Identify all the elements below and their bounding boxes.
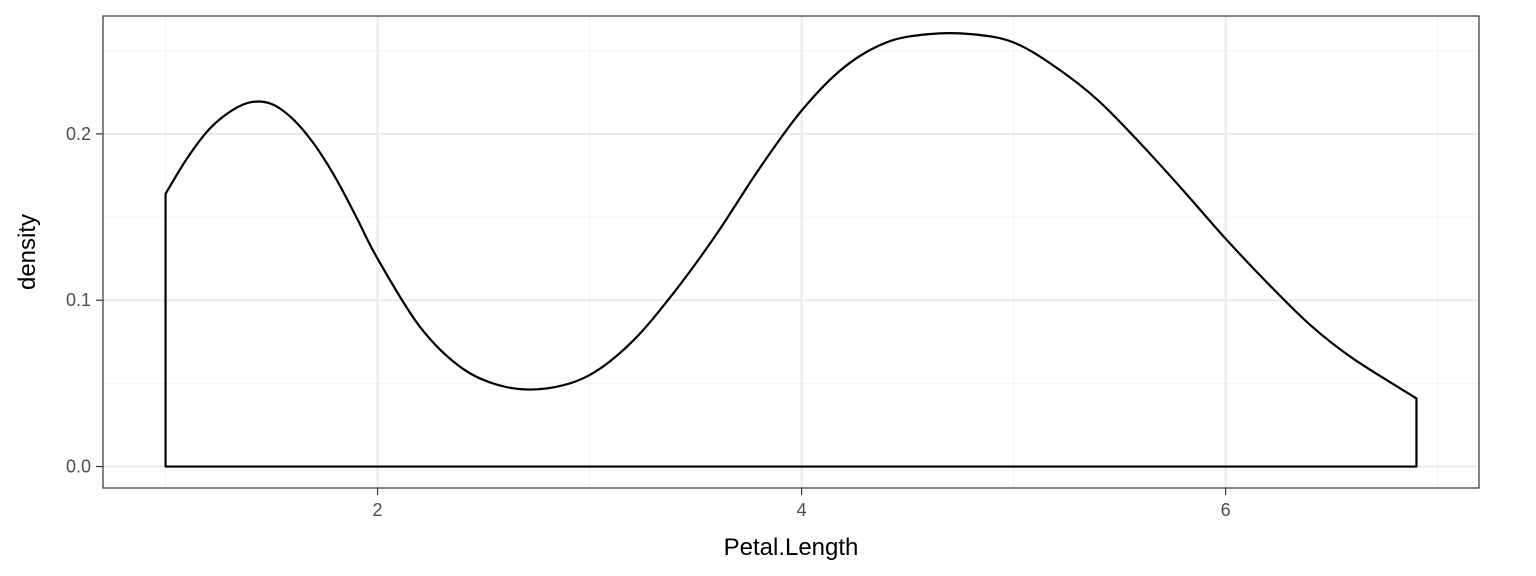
minor-gridlines — [103, 16, 1479, 488]
x-axis-title: Petal.Length — [724, 534, 859, 561]
plot-panel-border — [102, 15, 1480, 489]
density-area — [164, 31, 1418, 468]
y-axis-ticks: 0.0 0.1 0.2 — [66, 124, 103, 477]
x-tick-label: 4 — [797, 500, 807, 520]
x-tick-label: 6 — [1221, 500, 1231, 520]
x-axis-ticks: 2 4 6 — [373, 488, 1231, 520]
y-tick-label: 0.2 — [66, 124, 91, 144]
y-axis-title: density — [14, 214, 41, 290]
plot-panel-background — [103, 16, 1479, 488]
y-tick-label: 0.1 — [66, 290, 91, 310]
y-tick-label: 0.0 — [66, 457, 91, 477]
x-tick-label: 2 — [373, 500, 383, 520]
